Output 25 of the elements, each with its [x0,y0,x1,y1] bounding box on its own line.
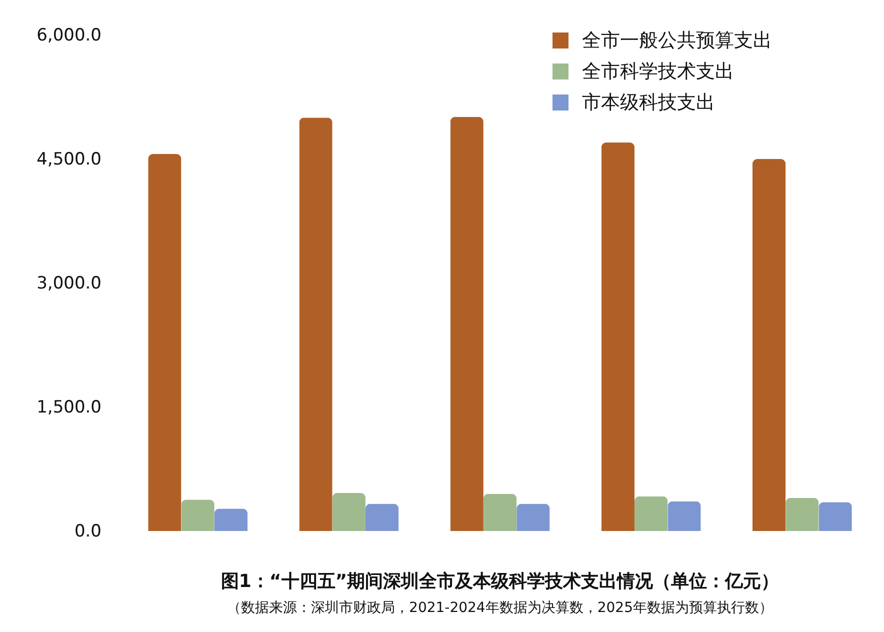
bar [332,492,366,531]
bar [148,154,182,531]
text: （数据来源：深圳市财政局，2021-2024年数据为决算数，2025年数据为预算执行数） [227,600,773,616]
bar [752,159,786,531]
legend-label: 全市一般公共预算支出 [582,30,772,52]
bar [181,500,214,531]
bar [818,502,852,531]
bar [450,116,484,531]
bar [365,504,399,531]
bar [483,494,517,531]
legend-label: 全市科学技术支出 [582,60,734,82]
y-tick-label: 0.0 [74,522,102,542]
y-tick-label: 1,500.0 [36,398,102,418]
y-tick-label: 6,000.0 [36,26,102,46]
bar [634,496,668,531]
bar [214,508,248,531]
bar [668,501,701,531]
bar [516,504,550,531]
bar [786,498,819,531]
y-tick-label: 3,000.0 [36,274,102,294]
bar [299,118,332,531]
text: 图1：“十四五”期间深圳全市及本级科学技术支出情况（单位：亿元） [220,571,780,592]
bar [601,142,635,531]
legend-label: 市本级科技支出 [582,92,715,114]
y-tick-label: 4,500.0 [36,150,102,170]
